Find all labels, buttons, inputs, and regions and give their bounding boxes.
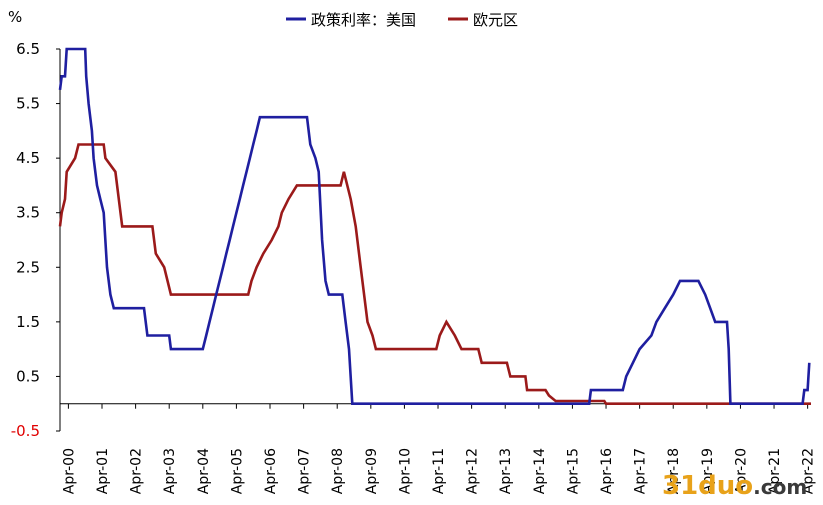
x-tick-label: Apr-12 — [465, 448, 481, 494]
x-tick-label: Apr-02 — [129, 448, 145, 494]
series-line-us — [58, 47, 811, 406]
x-tick-label: Apr-15 — [565, 448, 581, 494]
y-tick-label: 3.5 — [16, 204, 40, 222]
x-tick-label: Apr-03 — [162, 448, 178, 494]
x-tick-label: Apr-06 — [263, 448, 279, 494]
y-tick-label: 0.5 — [16, 367, 40, 385]
y-axis-ticks: 6.5 5.5 4.5 3.5 2.5 1.5 0.5 -0.5 — [11, 40, 60, 440]
x-tick-label: Apr-22 — [801, 448, 817, 494]
x-tick-label: Apr-09 — [364, 448, 380, 494]
x-tick-label: Apr-08 — [330, 448, 346, 494]
x-tick-label: Apr-17 — [633, 448, 649, 494]
legend: 政策利率：美国 欧元区 — [286, 11, 518, 29]
y-unit-label: % — [8, 8, 22, 26]
y-tick-label: 5.5 — [16, 95, 40, 113]
y-tick-label: 4.5 — [16, 149, 40, 167]
series-lines — [58, 47, 811, 406]
y-tick-label: -0.5 — [11, 422, 40, 440]
x-tick-label: Apr-04 — [196, 448, 212, 494]
x-tick-label: Apr-16 — [599, 448, 615, 494]
x-tick-label: Apr-11 — [431, 448, 447, 494]
x-axis-ticks: Apr-00 Apr-01 Apr-02 Apr-03 Apr-04 Apr-05 Apr-… — [61, 403, 817, 494]
watermark: 31duo.com — [662, 471, 807, 501]
x-tick-label: Apr-20 — [733, 448, 749, 494]
x-tick-label: Apr-19 — [700, 448, 716, 494]
series-line-eu — [58, 143, 811, 406]
x-tick-label: Apr-10 — [397, 448, 413, 494]
legend-label-eu: 欧元区 — [473, 11, 518, 29]
x-tick-label: Apr-13 — [498, 448, 514, 494]
x-tick-label: Apr-18 — [666, 448, 682, 494]
y-tick-label: 1.5 — [16, 313, 40, 331]
x-tick-label: Apr-21 — [767, 448, 783, 494]
x-tick-label: Apr-05 — [229, 448, 245, 494]
y-tick-label: 2.5 — [16, 258, 40, 276]
watermark-part-b: .com — [753, 475, 807, 499]
watermark-part-a: 31duo — [662, 471, 753, 501]
y-tick-label: 6.5 — [16, 40, 40, 58]
x-tick-label: Apr-14 — [532, 448, 548, 494]
x-tick-label: Apr-01 — [95, 448, 111, 494]
x-tick-label: Apr-07 — [297, 448, 313, 494]
legend-label-us: 政策利率：美国 — [311, 11, 416, 29]
axes — [59, 49, 811, 431]
x-tick-label: Apr-00 — [61, 448, 77, 494]
